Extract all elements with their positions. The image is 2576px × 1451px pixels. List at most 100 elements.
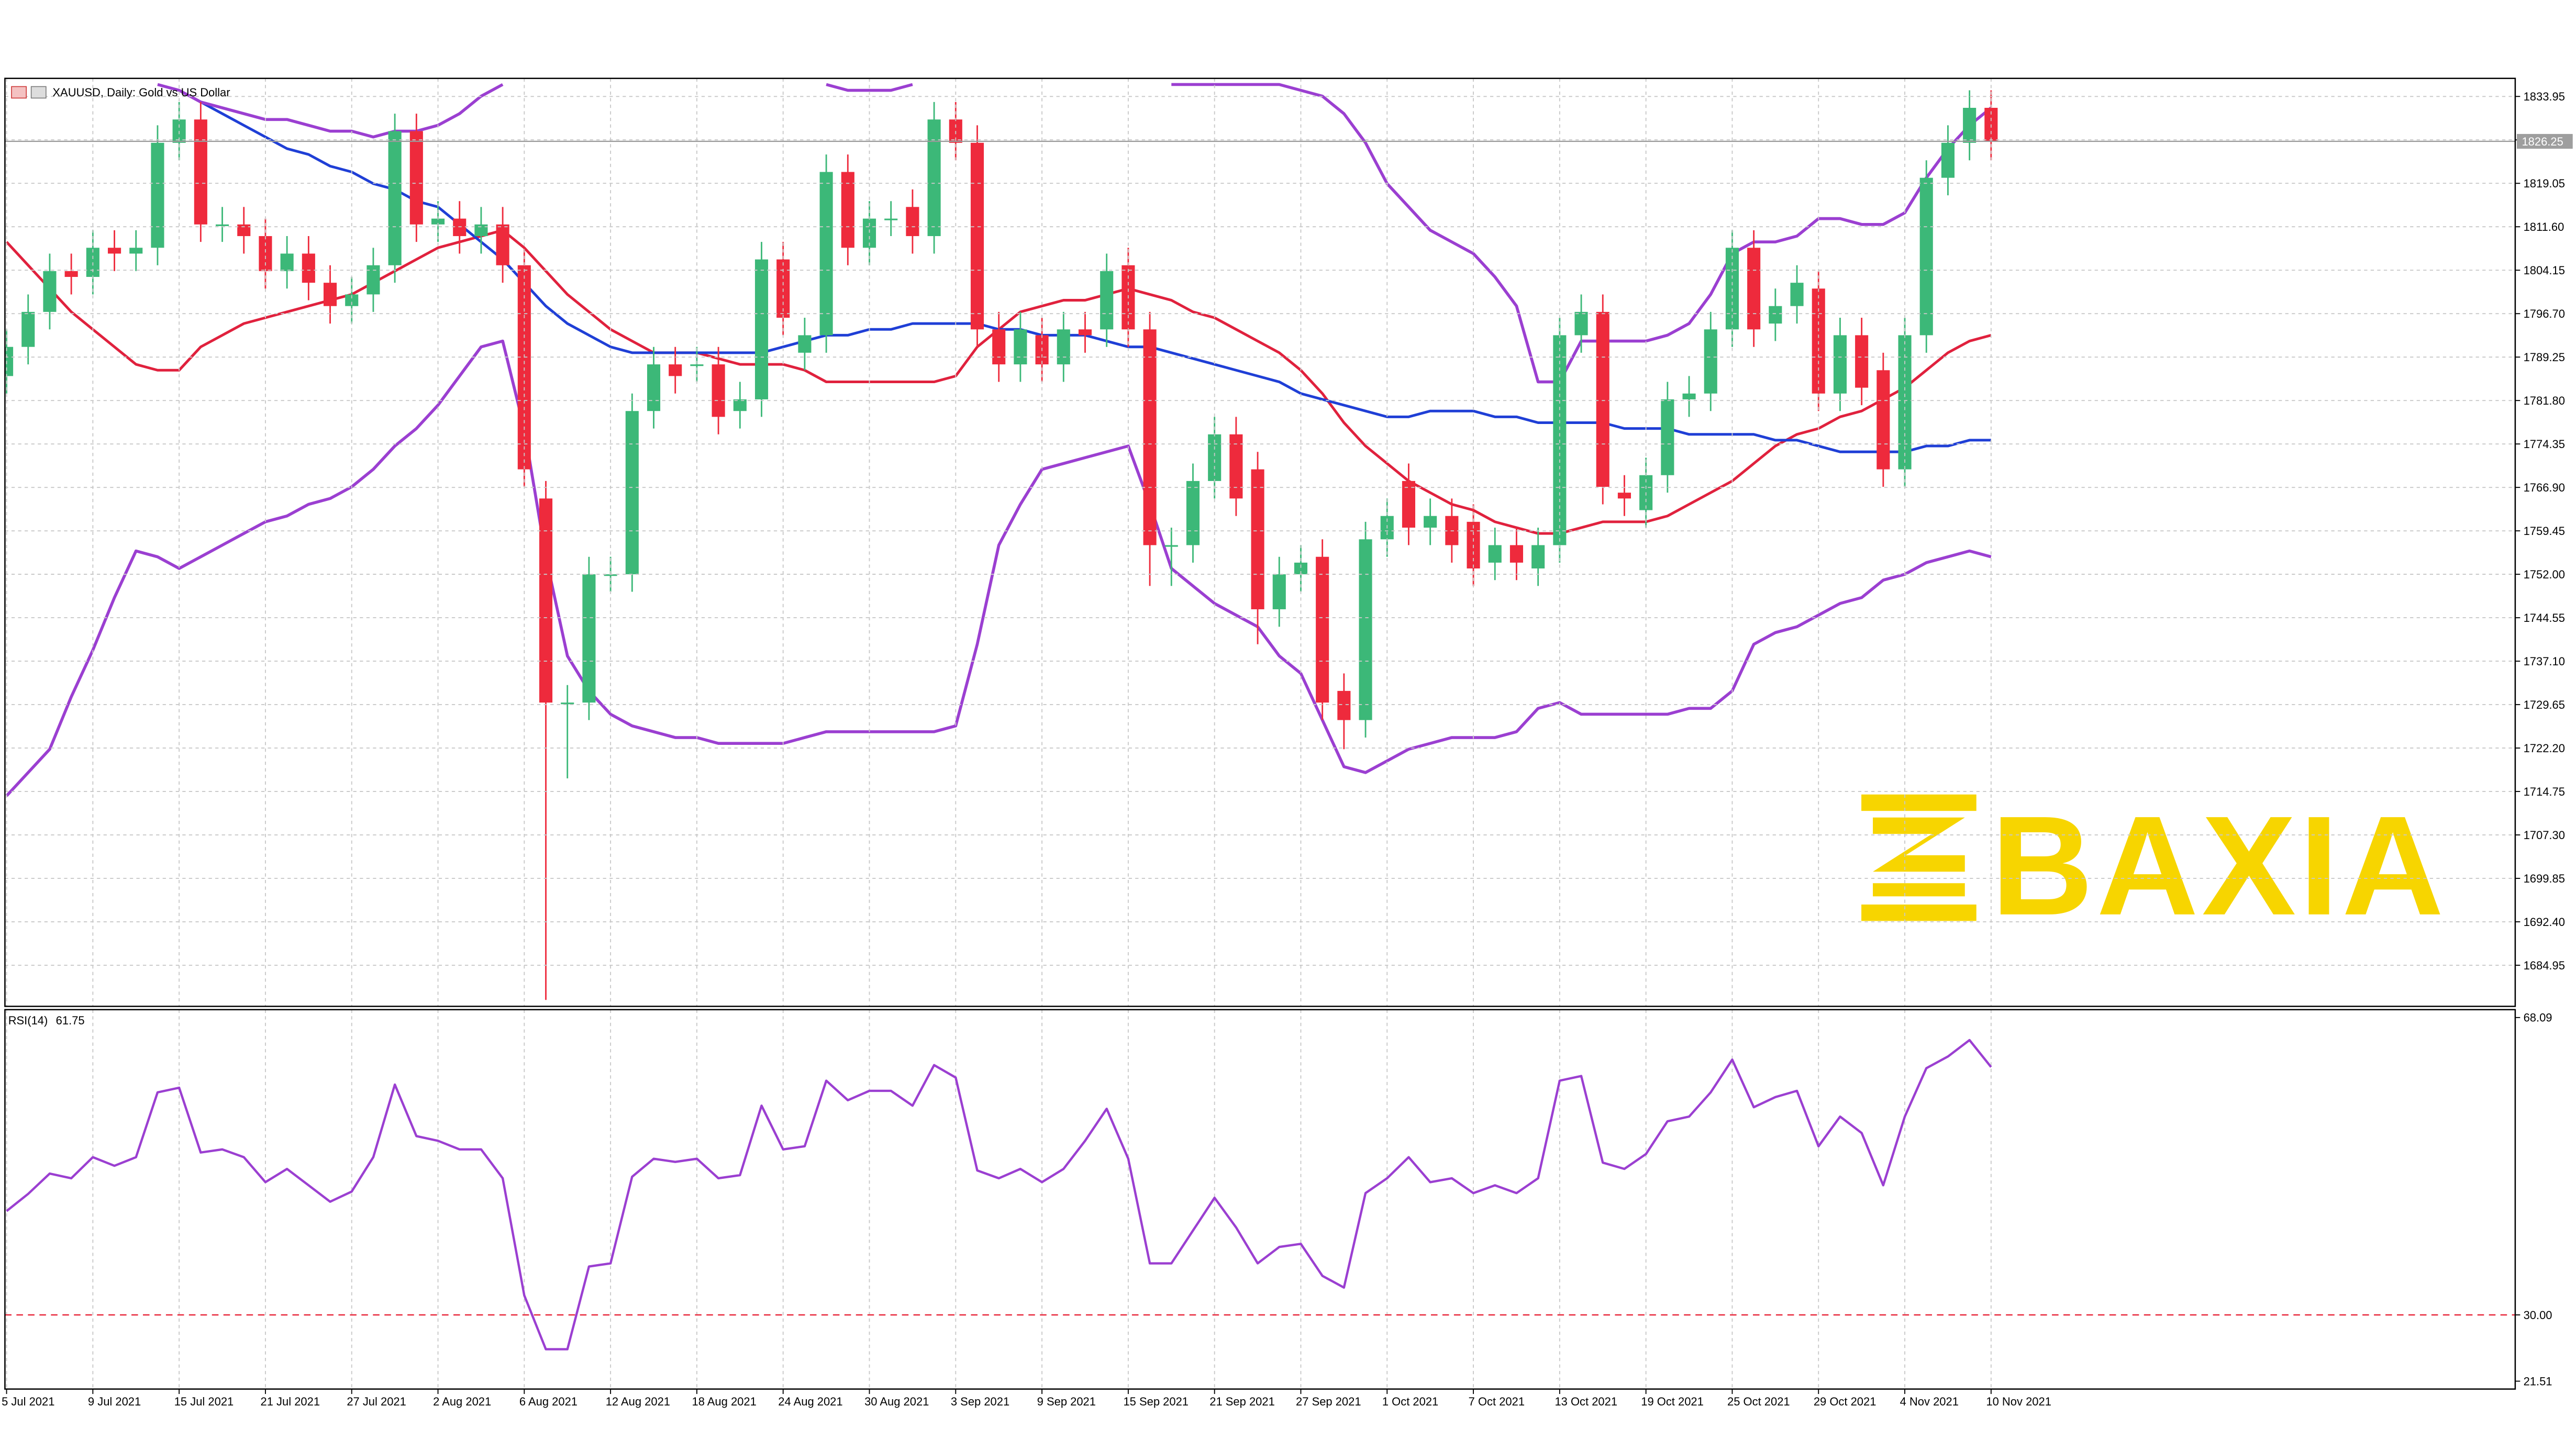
candle-body xyxy=(992,329,1006,365)
candle-body xyxy=(1359,539,1372,720)
x-tick-label: 15 Jul 2021 xyxy=(174,1395,234,1408)
x-tick-label: 9 Jul 2021 xyxy=(88,1395,141,1408)
candle-body xyxy=(302,253,315,283)
candle-body xyxy=(1143,329,1157,545)
candle-body xyxy=(884,218,898,220)
y-tick-label: 1692.40 xyxy=(2524,916,2565,929)
candle-body xyxy=(151,142,164,248)
rsi-line xyxy=(6,1039,1992,1350)
y-tick-label: 1811.60 xyxy=(2524,220,2564,233)
candle-body xyxy=(669,364,682,376)
candle-body xyxy=(1617,493,1631,499)
indicator-line xyxy=(5,339,1992,797)
y-tick-label: 1737.10 xyxy=(2524,655,2565,668)
candle-body xyxy=(21,311,35,347)
rsi-frame xyxy=(4,1009,2516,1390)
y-tick-label: 1722.20 xyxy=(2524,742,2565,755)
candle-body xyxy=(754,259,769,399)
candle-body xyxy=(1251,469,1264,609)
candle-body xyxy=(496,224,509,265)
x-tick-label: 13 Oct 2021 xyxy=(1555,1395,1617,1408)
x-tick-label: 7 Oct 2021 xyxy=(1469,1395,1525,1408)
x-tick-label: 18 Aug 2021 xyxy=(692,1395,756,1408)
candle-body xyxy=(474,224,488,237)
y-tick-label: 1759.45 xyxy=(2524,524,2565,538)
price-frame xyxy=(4,77,2516,1007)
candle-body xyxy=(1833,335,1847,394)
x-tick-label: 2 Aug 2021 xyxy=(433,1395,491,1408)
candle-body xyxy=(1488,545,1502,563)
title-icon xyxy=(30,86,47,99)
candle-body xyxy=(970,142,984,330)
candle-body xyxy=(712,364,725,417)
candle-body xyxy=(259,236,272,271)
x-tick-label: 15 Sep 2021 xyxy=(1123,1395,1189,1408)
chart-title: XAUUSD, Daily: Gold vs US Dollar xyxy=(52,86,230,99)
candle-body xyxy=(906,207,919,237)
candle-body xyxy=(280,253,294,271)
candle-body xyxy=(1574,311,1588,336)
y-tick-label: 1752.00 xyxy=(2524,568,2565,581)
candle-body xyxy=(1424,516,1437,528)
candle-body xyxy=(43,271,57,312)
candle-body xyxy=(367,265,380,295)
candle-body xyxy=(1790,283,1804,306)
y-tick-label: 1707.30 xyxy=(2524,829,2565,842)
candle-body xyxy=(1402,481,1416,528)
candle-body xyxy=(1941,142,1955,178)
candle-body xyxy=(1855,335,1869,388)
candle-body xyxy=(561,702,574,705)
candle-body xyxy=(409,131,423,225)
candle-body xyxy=(582,574,596,703)
candle-body xyxy=(1877,370,1890,470)
candle-body xyxy=(1294,562,1308,575)
candle-body xyxy=(690,364,704,366)
candle-body xyxy=(539,498,553,703)
x-tick-label: 19 Oct 2021 xyxy=(1641,1395,1704,1408)
last-price-box xyxy=(2517,133,2573,149)
x-tick-label: 9 Sep 2021 xyxy=(1037,1395,1096,1408)
candle-body xyxy=(1337,690,1351,720)
rsi-label: RSI(14) xyxy=(8,1014,48,1027)
y-tick-label: 1729.65 xyxy=(2524,698,2565,711)
candle-body xyxy=(1100,271,1114,330)
x-tick-label: 3 Sep 2021 xyxy=(951,1395,1009,1408)
candle-body xyxy=(129,248,143,254)
x-tick-label: 25 Oct 2021 xyxy=(1727,1395,1790,1408)
candle-body xyxy=(927,119,941,237)
x-tick-label: 4 Nov 2021 xyxy=(1900,1395,1959,1408)
rsi-value: 61.75 xyxy=(56,1014,85,1027)
y-tick-label: 1789.25 xyxy=(2524,351,2565,364)
candle-body xyxy=(1272,574,1286,609)
rsi-panel xyxy=(5,1039,2515,1350)
x-tick-label: 29 Oct 2021 xyxy=(1814,1395,1877,1408)
y-tick-label: 1699.85 xyxy=(2524,872,2565,885)
x-tick-label: 12 Aug 2021 xyxy=(606,1395,670,1408)
candle-body xyxy=(388,131,402,265)
watermark-text: BAXIA xyxy=(1991,787,2447,945)
logo-bar xyxy=(1861,905,1977,921)
candle-body xyxy=(194,119,207,225)
candle-body xyxy=(1769,306,1782,324)
candle-body xyxy=(1682,393,1696,399)
x-tick-label: 27 Jul 2021 xyxy=(347,1395,406,1408)
y-tick-label: 1714.75 xyxy=(2524,785,2565,798)
candle-body xyxy=(1057,329,1070,365)
candle-body xyxy=(1531,545,1545,568)
y-tick-label: 1804.15 xyxy=(2524,264,2565,277)
x-tick-label: 30 Aug 2021 xyxy=(864,1395,929,1408)
title-icon xyxy=(11,86,27,99)
candle-body xyxy=(798,335,812,353)
candle-body xyxy=(237,224,251,237)
y-tick-label: 1744.55 xyxy=(2524,611,2565,624)
x-tick-label: 5 Jul 2021 xyxy=(2,1395,54,1408)
candle-body xyxy=(1186,481,1200,545)
y-tick-label: 1796.70 xyxy=(2524,307,2565,320)
candle-body xyxy=(1164,545,1178,547)
logo-bar xyxy=(1873,883,1965,897)
candle-body xyxy=(1014,329,1027,365)
candle-body xyxy=(733,399,747,411)
y-tick-label: 1684.95 xyxy=(2524,959,2565,972)
